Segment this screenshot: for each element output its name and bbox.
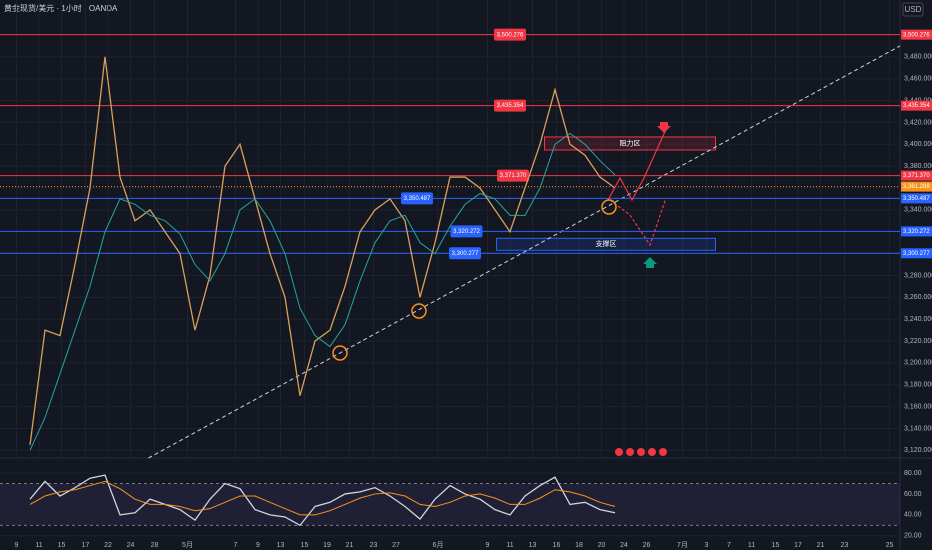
x-tick-label: 13 [529, 542, 537, 549]
axis-tag [901, 248, 932, 259]
axis-level-label: 3,300.277 [903, 251, 930, 257]
x-tick-label: 27 [392, 542, 400, 549]
axis-level-label: 3,350.487 [903, 196, 930, 202]
axis-level-label: 3,371.370 [903, 173, 930, 179]
x-tick-label: 11 [35, 542, 42, 549]
x-tick-label: 18 [575, 542, 583, 549]
y-tick-label: 3,160.000 [904, 403, 932, 410]
x-tick-label: 25 [886, 542, 894, 549]
axis-tag [901, 226, 932, 237]
currency-box[interactable] [902, 2, 924, 17]
x-tick-label: 21 [346, 542, 354, 549]
axis-level-label: 3,435.354 [903, 103, 930, 109]
y-tick-label: 3,180.000 [904, 382, 932, 389]
y-tick-label: 3,380.000 [904, 163, 932, 170]
trendline [148, 45, 901, 459]
level-tag [494, 99, 526, 112]
level-label: 3,371.370 [500, 173, 527, 179]
y-tick-label: 80.00 [904, 470, 922, 477]
y-tick-label: 20.00 [904, 533, 922, 540]
x-tick-label: 15 [58, 542, 66, 549]
series-line [29, 480, 616, 516]
x-tick-label: 21 [817, 542, 825, 549]
x-tick-label: 19 [323, 542, 331, 549]
x-tick-label: 26 [643, 542, 651, 549]
y-tick-label: 3,480.000 [904, 54, 932, 61]
x-tick-label: 28 [151, 542, 159, 549]
down-arrow [657, 122, 671, 133]
y-tick-label: 3,280.000 [904, 272, 932, 279]
y-tick-label: 3,140.000 [904, 425, 932, 432]
y-tick-label: 60.00 [904, 491, 922, 498]
y-tick-label: 3,240.000 [904, 316, 932, 323]
zone-label: 支撑区 [596, 239, 617, 248]
axis-tag [901, 29, 932, 40]
x-tick-label: 7 [234, 542, 238, 549]
level-label: 3,300.277 [452, 251, 479, 257]
last-price-label: 3,361.288 [903, 184, 930, 190]
series-line [29, 132, 616, 451]
y-tick-label: 3,260.000 [904, 294, 932, 301]
x-tick-label: 9 [256, 542, 260, 549]
x-tick-label: 11 [748, 542, 755, 549]
y-tick-label: 40.00 [904, 512, 922, 519]
series-line [29, 56, 616, 445]
level-tag [494, 28, 526, 41]
x-tick-label: 15 [301, 542, 309, 549]
y-tick-label: 3,200.000 [904, 360, 932, 367]
level-label: 3,435.354 [497, 103, 524, 109]
projection-up [607, 124, 669, 202]
y-tick-label: 3,420.000 [904, 119, 932, 126]
projection-down [609, 197, 667, 247]
x-tick-label: 16 [553, 542, 561, 549]
level-tag [401, 192, 433, 205]
y-tick-label: 3,120.000 [904, 447, 932, 454]
axis-tag [901, 193, 932, 204]
x-tick-label: 17 [794, 542, 802, 549]
x-tick-label: 17 [82, 542, 90, 549]
zone [496, 237, 716, 251]
y-tick-label: 3,220.000 [904, 338, 932, 345]
rsi-band [0, 483, 900, 526]
x-tick-label: 7 [727, 542, 731, 549]
x-tick-label: 11 [506, 542, 513, 549]
currency[interactable]: USD [905, 5, 922, 14]
series-line [29, 474, 616, 527]
touch-circle [601, 199, 617, 215]
level-tag [450, 225, 483, 238]
up-arrow [643, 257, 657, 268]
level-tag [497, 169, 529, 182]
y-tick-label: 3,460.000 [904, 76, 932, 83]
x-tick-label: 22 [104, 542, 112, 549]
x-tick-label: 5月 [182, 541, 193, 549]
axis-level-label: 3,500.276 [903, 32, 930, 38]
x-tick-label: 15 [772, 542, 780, 549]
x-tick-label: 23 [370, 542, 378, 549]
x-tick-label: 9 [486, 542, 490, 549]
x-tick-label: 13 [277, 542, 285, 549]
axis-tag [901, 181, 932, 192]
x-tick-label: 7月 [677, 541, 688, 549]
x-tick-label: 3 [705, 542, 709, 549]
level-label: 3,500.276 [497, 32, 524, 38]
event-icons[interactable] [615, 448, 667, 456]
touch-circle [332, 345, 348, 361]
y-tick-label: 3,340.000 [904, 207, 932, 214]
x-tick-label: 9 [15, 542, 19, 549]
level-tag [449, 247, 481, 260]
x-tick-label: 6月 [433, 541, 444, 549]
level-label: 3,350.487 [404, 196, 431, 202]
level-label: 3,320.272 [453, 229, 480, 235]
x-tick-label: 24 [127, 542, 135, 549]
x-tick-label: 20 [598, 542, 606, 549]
axis-tag [901, 170, 932, 181]
zone-label: 阻力区 [620, 138, 641, 147]
touch-circle [411, 303, 427, 319]
x-tick-label: 23 [841, 542, 849, 549]
axis-level-label: 3,320.272 [903, 229, 930, 235]
y-tick-label: 3,400.000 [904, 141, 932, 148]
axis-tag [901, 100, 932, 111]
x-tick-label: 24 [620, 542, 628, 549]
